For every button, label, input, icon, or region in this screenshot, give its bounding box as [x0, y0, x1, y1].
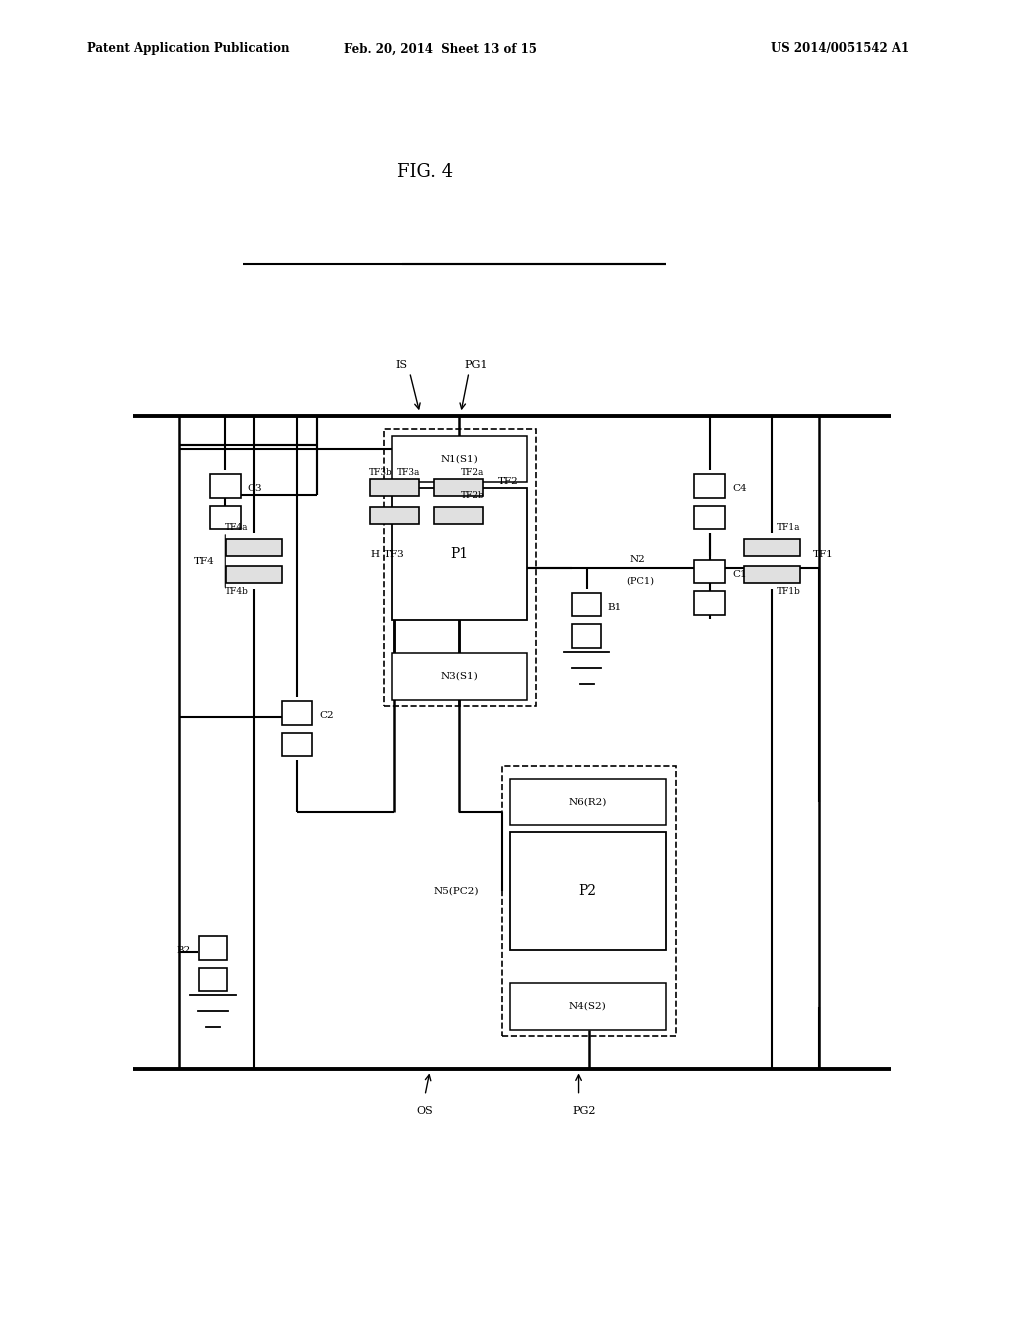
Bar: [210, 474, 241, 498]
Text: IS: IS: [395, 359, 408, 370]
Text: OS: OS: [417, 1106, 433, 1117]
Text: US 2014/0051542 A1: US 2014/0051542 A1: [771, 42, 908, 55]
Bar: [384, 429, 536, 706]
Text: N6(R2): N6(R2): [568, 797, 607, 807]
Bar: [370, 507, 419, 524]
Text: P2: P2: [579, 884, 597, 898]
Bar: [282, 733, 312, 756]
Text: N4(S2): N4(S2): [569, 1002, 606, 1011]
Bar: [743, 566, 801, 583]
Bar: [199, 968, 227, 991]
Bar: [694, 506, 725, 529]
Bar: [572, 593, 601, 616]
Text: Patent Application Publication: Patent Application Publication: [87, 42, 290, 55]
Text: TF3: TF3: [384, 550, 404, 558]
Bar: [282, 701, 312, 725]
Bar: [743, 539, 801, 556]
Text: TF2a: TF2a: [461, 469, 484, 477]
Text: N3(S1): N3(S1): [441, 672, 478, 681]
Bar: [392, 436, 527, 482]
Bar: [199, 936, 227, 960]
Text: TF3b: TF3b: [369, 469, 392, 477]
Bar: [392, 488, 527, 620]
Bar: [210, 506, 241, 529]
Text: H: H: [371, 550, 380, 558]
Text: C3: C3: [248, 484, 262, 492]
Bar: [225, 539, 283, 556]
Text: TF3a: TF3a: [397, 469, 421, 477]
Text: (PC1): (PC1): [627, 577, 654, 585]
Bar: [694, 591, 725, 615]
Bar: [694, 560, 725, 583]
Text: TF1: TF1: [813, 550, 834, 558]
Text: TF4b: TF4b: [225, 587, 249, 595]
Text: PG1: PG1: [465, 359, 487, 370]
Bar: [434, 507, 483, 524]
Text: B1: B1: [607, 603, 622, 611]
Bar: [510, 779, 666, 825]
Text: Feb. 20, 2014  Sheet 13 of 15: Feb. 20, 2014 Sheet 13 of 15: [344, 42, 537, 55]
Bar: [225, 566, 283, 583]
Text: P1: P1: [451, 548, 469, 561]
Text: TF4: TF4: [195, 557, 215, 565]
Text: B2: B2: [176, 946, 190, 954]
Text: C2: C2: [319, 711, 334, 719]
Bar: [502, 766, 676, 1036]
Text: TF2: TF2: [498, 478, 518, 486]
Text: N1(S1): N1(S1): [441, 454, 478, 463]
Text: N5(PC2): N5(PC2): [434, 887, 479, 895]
Text: TF4a: TF4a: [225, 524, 249, 532]
Bar: [694, 474, 725, 498]
Text: N2: N2: [630, 556, 645, 564]
Text: FIG. 4: FIG. 4: [397, 162, 453, 181]
Text: C1: C1: [732, 570, 746, 578]
Bar: [572, 624, 601, 648]
Text: TF2b: TF2b: [461, 491, 484, 499]
Text: C4: C4: [732, 484, 746, 492]
Bar: [434, 479, 483, 496]
Bar: [392, 653, 527, 700]
Bar: [510, 832, 666, 950]
Bar: [370, 479, 419, 496]
Text: PG2: PG2: [572, 1106, 595, 1117]
Text: TF1b: TF1b: [777, 587, 801, 595]
Bar: [510, 983, 666, 1030]
Text: TF1a: TF1a: [777, 524, 801, 532]
